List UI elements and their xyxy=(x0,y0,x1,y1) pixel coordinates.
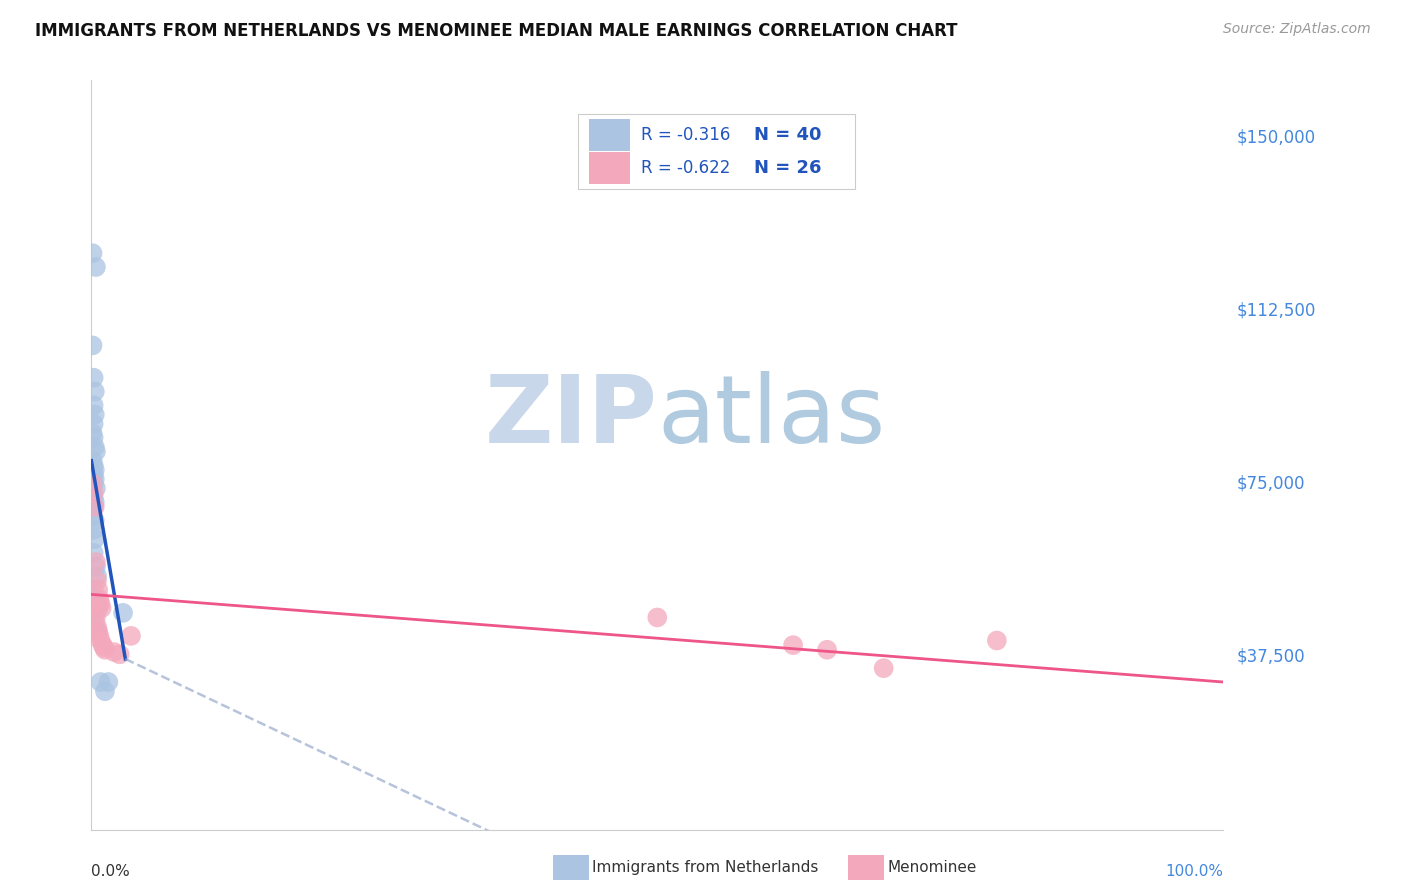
Text: Immigrants from Netherlands: Immigrants from Netherlands xyxy=(592,860,818,874)
Point xyxy=(83,476,105,491)
Point xyxy=(82,425,104,440)
Point xyxy=(94,642,117,657)
Point xyxy=(89,597,111,611)
Point xyxy=(815,642,838,657)
Point xyxy=(84,555,107,569)
Point xyxy=(94,684,117,698)
Point xyxy=(83,440,105,454)
Text: $112,500: $112,500 xyxy=(1237,301,1316,320)
Point xyxy=(103,645,125,659)
Point xyxy=(82,476,104,491)
Point xyxy=(84,559,107,574)
Text: $75,000: $75,000 xyxy=(1237,475,1306,492)
Point xyxy=(108,648,131,662)
Point xyxy=(872,661,894,675)
Text: $150,000: $150,000 xyxy=(1237,129,1316,147)
Text: 0.0%: 0.0% xyxy=(91,864,131,880)
Text: atlas: atlas xyxy=(657,371,886,464)
Point xyxy=(82,486,104,500)
Point xyxy=(120,629,142,643)
Point xyxy=(112,606,135,620)
FancyBboxPatch shape xyxy=(578,114,855,189)
FancyBboxPatch shape xyxy=(589,120,630,151)
Point xyxy=(83,472,105,486)
Text: 100.0%: 100.0% xyxy=(1166,864,1223,880)
Point xyxy=(986,633,1008,648)
Point xyxy=(82,472,104,486)
Point xyxy=(87,582,110,597)
Point xyxy=(83,458,105,473)
Point xyxy=(83,370,105,384)
Point xyxy=(83,514,105,528)
Text: R = -0.622: R = -0.622 xyxy=(641,159,731,177)
Point xyxy=(86,624,108,639)
Point xyxy=(83,467,105,482)
Point xyxy=(82,453,104,467)
Point xyxy=(83,532,105,546)
Point xyxy=(83,398,105,412)
Point xyxy=(90,601,112,615)
FancyBboxPatch shape xyxy=(589,153,630,184)
Point xyxy=(82,338,104,352)
Point xyxy=(91,638,114,652)
Point xyxy=(84,592,107,607)
Point xyxy=(83,523,105,537)
Point xyxy=(82,246,104,260)
Point xyxy=(97,675,120,690)
Text: ZIP: ZIP xyxy=(485,371,657,464)
Text: $37,500: $37,500 xyxy=(1237,648,1306,665)
Text: Source: ZipAtlas.com: Source: ZipAtlas.com xyxy=(1223,22,1371,37)
Point xyxy=(83,486,105,500)
Text: N = 40: N = 40 xyxy=(754,126,821,144)
Point xyxy=(83,546,105,560)
Point xyxy=(83,495,105,509)
Point xyxy=(84,481,107,495)
Point xyxy=(83,601,105,615)
Point xyxy=(84,444,107,458)
Text: IMMIGRANTS FROM NETHERLANDS VS MENOMINEE MEDIAN MALE EARNINGS CORRELATION CHART: IMMIGRANTS FROM NETHERLANDS VS MENOMINEE… xyxy=(35,22,957,40)
Point xyxy=(86,574,108,588)
Point xyxy=(86,569,108,583)
Point xyxy=(83,417,105,431)
Point xyxy=(89,675,111,690)
Point xyxy=(83,582,105,597)
Point xyxy=(84,260,107,274)
Point xyxy=(83,408,105,422)
Point xyxy=(87,601,110,615)
Point xyxy=(89,633,111,648)
Text: N = 26: N = 26 xyxy=(754,159,821,177)
Point xyxy=(84,610,107,624)
Point xyxy=(83,500,105,514)
Text: R = -0.316: R = -0.316 xyxy=(641,126,731,144)
Point xyxy=(89,592,111,607)
Point xyxy=(87,624,110,639)
Point xyxy=(83,463,105,477)
Point xyxy=(82,508,104,523)
Point xyxy=(83,491,105,505)
Point xyxy=(86,620,108,634)
Point xyxy=(83,384,105,399)
Point xyxy=(83,431,105,445)
Point xyxy=(645,610,668,624)
Point xyxy=(782,638,804,652)
Point xyxy=(93,640,115,655)
Point xyxy=(89,629,111,643)
Text: Menominee: Menominee xyxy=(887,860,977,874)
Point xyxy=(83,500,105,514)
Point xyxy=(83,615,105,629)
